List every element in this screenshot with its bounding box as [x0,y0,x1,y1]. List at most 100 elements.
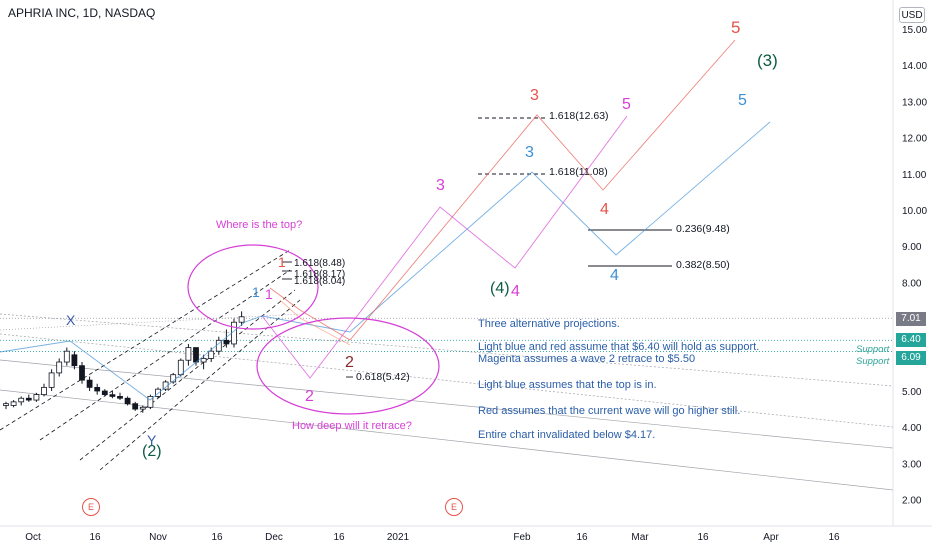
price-tick-2: 13.00 [902,97,927,108]
candle-body [109,394,116,397]
wave-4-blue: 4 [610,267,619,284]
wave-y: Y [147,432,157,448]
candle-body [200,358,207,363]
support-label-low: Support [856,356,890,367]
candle-body [79,365,85,381]
fib-label-3: 0.236(9.48) [676,223,730,235]
note-light-blue: Light blue assumes that the top is in. [478,379,657,391]
candle-body [193,347,199,363]
candle-body [231,321,237,345]
candle-body [48,372,55,388]
note-blue-red: Light blue and red assume that $6.40 wil… [478,341,760,353]
time-tick-9: Mar [631,532,649,543]
note-projections: Three alternative projections. [478,318,620,330]
candle-body [63,350,70,363]
candle-body [147,396,154,408]
candle-body [94,386,101,392]
top-ellipse [187,244,319,330]
time-tick-11: Apr [763,532,779,543]
note-red: Red assumes that the current wave will g… [478,405,741,417]
candle-body [71,354,78,367]
time-tick-0: Oct [25,532,41,543]
question-bottom: How deep will it retrace? [292,420,412,432]
price-tick-3: 12.00 [902,134,927,145]
price-tick-1: 14.00 [902,61,927,72]
question-top: Where is the top? [216,219,303,231]
candle-body [238,316,245,323]
bottom-ellipse [256,317,440,415]
trend-line-1 [0,333,894,428]
projection-lines [0,39,771,401]
wave-2-paren: (2) [142,443,162,460]
time-tick-10: 16 [697,532,709,543]
candle-body [33,394,40,401]
price-tick-4: 11.00 [902,170,927,181]
time-tick-3: 16 [211,532,223,543]
candle-body [86,379,93,388]
wave-5-blue: 5 [738,92,747,109]
candle-body [124,397,131,405]
time-tick-5: 16 [333,532,345,543]
chart-title: APHRIA INC, 1D, NASDAQ [8,6,156,20]
earnings-marker-1[interactable]: E [82,498,100,516]
projection-path-1 [269,39,736,341]
time-tick-2: Nov [149,532,167,543]
price-tick-11: 3.00 [902,459,922,470]
fib-label-4: 0.382(8.50) [676,259,730,271]
candle-body [132,403,139,410]
fib-label-7: 1.618(8.04) [294,276,346,287]
earnings-marker-2[interactable]: E [445,498,463,516]
candle-body [25,397,32,401]
trend-lines [0,117,894,491]
candles-layer [3,311,245,413]
support-label-high: Support [856,344,890,355]
fib-label-6: 1.618(8.17) [294,269,346,280]
candle-body [56,361,63,374]
grid-layer [0,317,893,352]
price-tick-9: 5.00 [902,387,922,398]
trend-line-2 [0,313,301,331]
time-tick-8: 16 [576,532,588,543]
wave-1-blue: 1 [252,284,260,300]
time-tick-4: Dec [265,532,283,543]
price-axis: 15.0014.0013.0012.0011.0010.009.008.006.… [0,0,932,527]
candle-body [117,396,123,399]
candle-body [155,388,161,397]
wave-5-red: 5 [731,18,741,37]
candle-body [177,359,184,376]
projection-path-3 [279,299,351,346]
currency-label[interactable]: USD [899,7,925,23]
time-tick-7: Feb [513,532,531,543]
price-tick-6: 9.00 [902,242,922,253]
wave-4-magenta: 4 [511,283,520,300]
wave-3-magenta: 3 [436,177,445,194]
fib-label-8: 0.618(5.42) [356,371,410,383]
wave-4-paren: (4) [490,280,510,297]
wave-5-magenta: 5 [622,96,631,113]
note-magenta: Magenta assumes a wave 2 retrace to $5.5… [478,353,696,365]
projection-path-2 [261,115,628,379]
time-tick-1: 16 [89,532,101,543]
price-tick-0: 15.00 [902,25,927,36]
wave-2-magenta: 2 [305,388,314,405]
trend-line-0 [0,313,894,387]
candle-body [101,390,108,396]
channel-line-0 [0,249,291,431]
channel-line-1 [39,269,291,441]
price-tick-10: 4.00 [902,423,922,434]
candle-body [185,347,192,361]
price-tick-12: 2.00 [902,496,922,507]
candle-body [3,403,9,406]
wave-1-red: 1 [278,254,286,270]
channel-line-2 [79,289,296,461]
candle-body [223,339,230,345]
wave-3-paren: (3) [757,51,778,70]
fib-label-1: 1.618(12.63) [549,110,609,122]
wave-3-red: 3 [530,87,539,104]
support-high-badge: 6.40 [896,333,926,347]
candle-body [10,401,17,406]
candle-body [139,406,146,410]
annotation-ellipses [187,244,440,415]
